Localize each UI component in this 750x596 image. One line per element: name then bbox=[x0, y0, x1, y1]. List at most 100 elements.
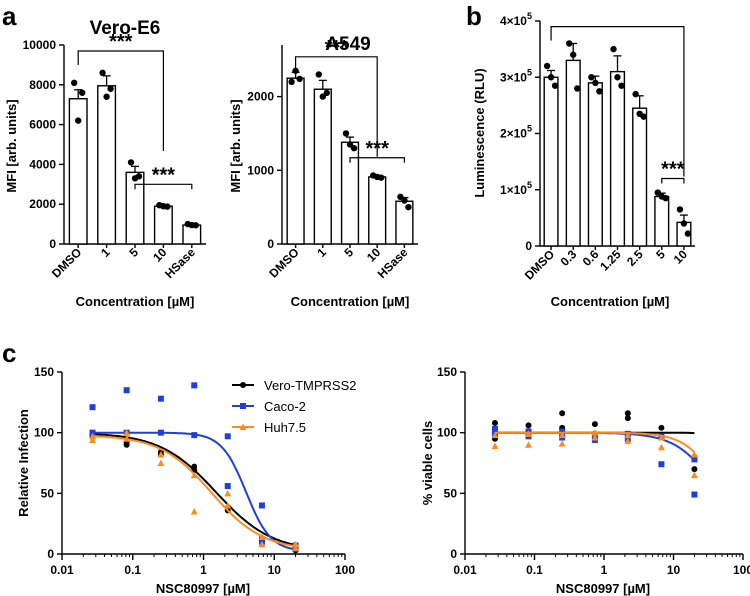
data-point bbox=[525, 430, 533, 437]
y-axis-label: MFI [arb. units] bbox=[4, 99, 19, 192]
significance-label: *** bbox=[366, 138, 390, 160]
bar bbox=[543, 76, 559, 247]
data-point bbox=[551, 82, 559, 89]
data-point bbox=[288, 78, 295, 86]
significance-bracket bbox=[134, 183, 193, 190]
y-tick-label: 3×105 bbox=[500, 67, 532, 84]
x-tick-label: 5 bbox=[126, 245, 141, 260]
bar bbox=[153, 205, 173, 245]
y-tick-label: 100 bbox=[34, 426, 54, 440]
data-point bbox=[79, 89, 86, 96]
significance-label: *** bbox=[152, 164, 176, 186]
significance-label: *** bbox=[661, 159, 685, 181]
y-tick-exponent: 5 bbox=[527, 11, 532, 21]
data-point bbox=[657, 443, 665, 451]
data-point bbox=[157, 459, 165, 466]
data-point bbox=[588, 74, 595, 81]
y-tick-label: 0 bbox=[450, 547, 457, 561]
significance-bracket bbox=[661, 177, 685, 184]
x-tick-label: 1 bbox=[98, 245, 113, 260]
data-point bbox=[157, 429, 164, 436]
y-tick-label: 1000 bbox=[247, 163, 274, 177]
x-tick-label: 100 bbox=[335, 563, 355, 577]
y-tick-label: 50 bbox=[444, 486, 458, 500]
data-point bbox=[690, 451, 698, 458]
y-tick-label: 10000 bbox=[23, 38, 57, 52]
data-point bbox=[657, 434, 665, 441]
x-tick-label: 10 bbox=[364, 245, 384, 265]
y-axis-label: Relative Infection bbox=[16, 409, 31, 517]
data-point bbox=[190, 508, 198, 515]
data-point bbox=[107, 85, 114, 92]
y-tick-label: 100 bbox=[437, 426, 457, 440]
data-point bbox=[591, 429, 599, 436]
data-point bbox=[566, 40, 573, 47]
data-point bbox=[491, 426, 498, 433]
panel-letter-b: b bbox=[466, 1, 482, 31]
data-point bbox=[684, 230, 692, 237]
chart-title: Vero-E6 bbox=[90, 18, 161, 39]
data-point bbox=[624, 410, 631, 417]
data-point bbox=[99, 69, 106, 77]
data-point bbox=[123, 441, 130, 448]
data-point bbox=[676, 206, 684, 213]
data-point bbox=[658, 461, 665, 468]
y-tick-label: 0 bbox=[267, 237, 274, 251]
y-axis-label: Luminescence (RLU) bbox=[472, 68, 487, 197]
data-point bbox=[164, 203, 171, 210]
data-point bbox=[258, 533, 266, 541]
data-point bbox=[491, 419, 498, 426]
y-tick-label: 150 bbox=[437, 365, 457, 379]
data-point bbox=[574, 85, 581, 92]
x-tick-label: 0.3 bbox=[558, 247, 580, 269]
x-tick-label: 10 bbox=[667, 563, 681, 577]
bar bbox=[609, 70, 626, 247]
data-point bbox=[192, 222, 199, 229]
data-point bbox=[157, 451, 165, 458]
bar bbox=[97, 85, 117, 245]
data-point bbox=[401, 197, 408, 204]
data-point bbox=[525, 441, 533, 448]
data-point bbox=[558, 440, 566, 447]
legend-label: Huh7.5 bbox=[264, 420, 306, 435]
data-point bbox=[610, 45, 617, 53]
data-point bbox=[315, 71, 322, 78]
data-point bbox=[680, 220, 688, 227]
data-point bbox=[296, 75, 303, 83]
data-point bbox=[240, 403, 246, 409]
y-tick-label: 2000 bbox=[29, 197, 56, 211]
bar bbox=[587, 82, 603, 247]
x-tick-label: 10 bbox=[150, 245, 170, 265]
significance-bracket bbox=[349, 157, 405, 163]
x-tick-label: 0.01 bbox=[50, 563, 74, 577]
legend-label: Vero-TMPRSS2 bbox=[264, 378, 356, 393]
y-tick-label: 50 bbox=[41, 486, 55, 500]
data-point bbox=[691, 466, 698, 473]
data-point bbox=[258, 540, 266, 548]
data-point bbox=[632, 90, 639, 98]
data-point bbox=[123, 387, 130, 394]
data-point bbox=[405, 203, 412, 211]
data-point bbox=[89, 404, 96, 411]
y-tick-label: 2×105 bbox=[500, 124, 532, 141]
x-tick-label: 0.1 bbox=[124, 563, 141, 577]
data-point bbox=[240, 382, 246, 388]
data-point bbox=[191, 432, 198, 439]
data-point bbox=[491, 442, 499, 450]
y-tick-label: 8000 bbox=[29, 78, 56, 92]
x-tick-label: 5 bbox=[341, 245, 356, 260]
x-tick-label: 0.01 bbox=[453, 563, 477, 577]
data-point bbox=[292, 540, 300, 548]
data-point bbox=[127, 159, 135, 166]
data-point bbox=[491, 431, 499, 439]
significance-bracket bbox=[295, 56, 378, 157]
x-tick-label: 10 bbox=[268, 563, 282, 577]
data-point bbox=[559, 428, 566, 435]
data-point bbox=[690, 471, 698, 479]
data-point bbox=[224, 483, 231, 490]
data-point bbox=[89, 436, 97, 443]
data-point bbox=[654, 189, 661, 196]
bar bbox=[368, 176, 387, 245]
data-point bbox=[543, 62, 551, 70]
